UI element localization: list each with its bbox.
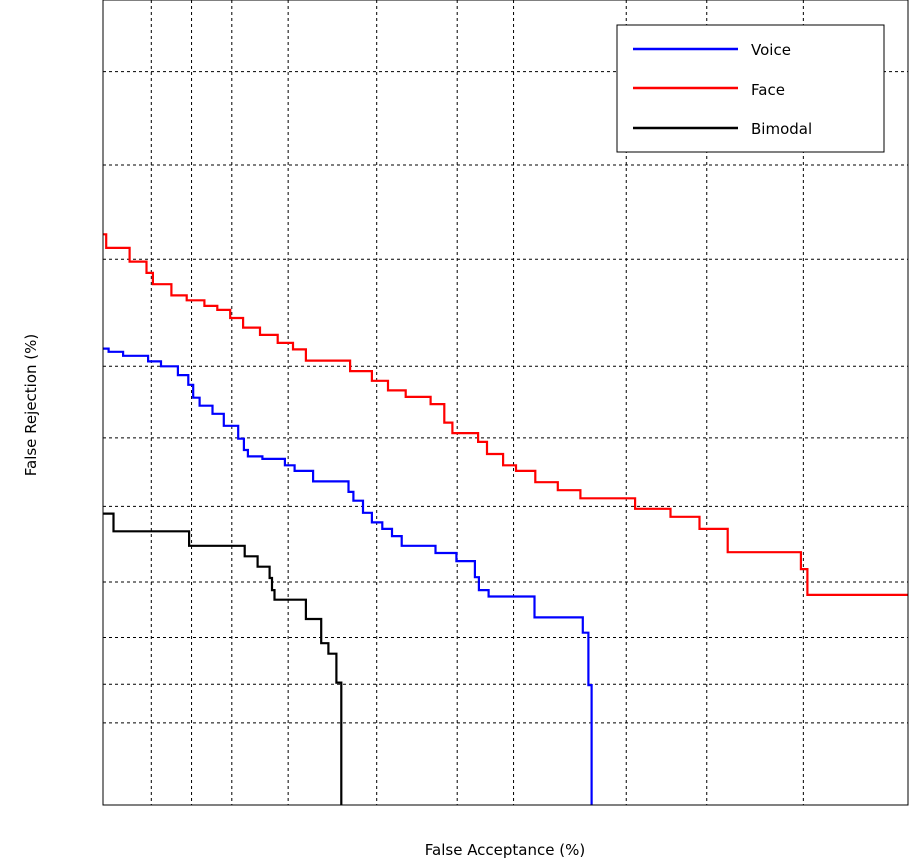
- series-layer: [103, 233, 908, 805]
- legend-label-bimodal: Bimodal: [751, 120, 812, 138]
- legend: Voice Face Bimodal: [616, 24, 885, 153]
- plot-frame: [102, 0, 909, 806]
- series-line-voice: [103, 347, 593, 805]
- series-line-face: [103, 233, 908, 597]
- y-axis-label: False Rejection (%): [22, 334, 40, 477]
- legend-label-face: Face: [751, 81, 785, 99]
- series-line-bimodal: [103, 512, 343, 805]
- x-axis-label: False Acceptance (%): [425, 841, 585, 859]
- legend-label-voice: Voice: [751, 41, 791, 59]
